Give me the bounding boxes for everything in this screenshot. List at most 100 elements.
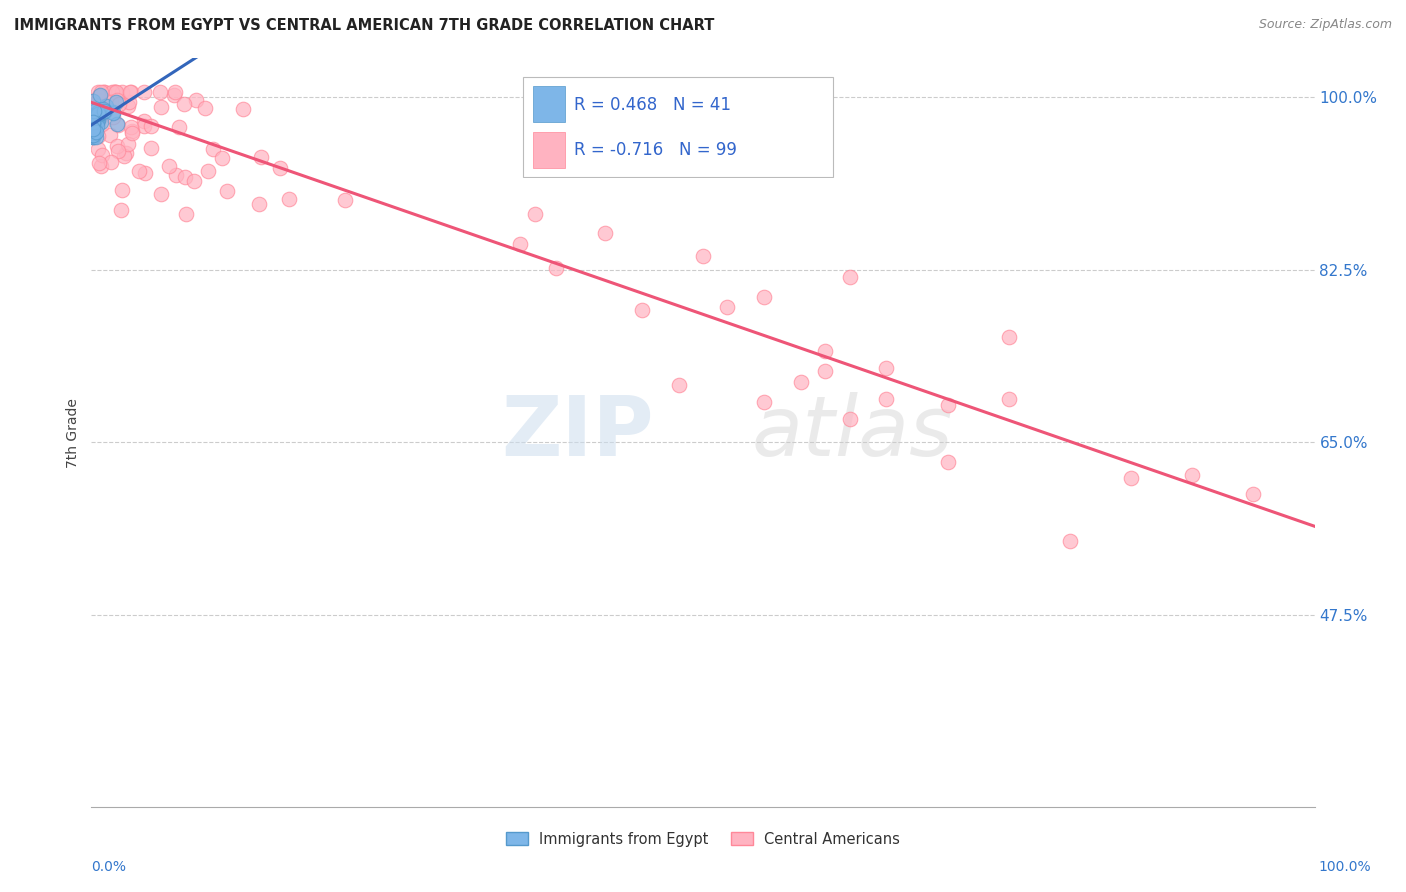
Point <box>86 86 108 100</box>
Point <box>83 122 105 136</box>
Point <box>114 146 136 161</box>
Text: ZIP: ZIP <box>502 392 654 473</box>
Point <box>217 184 239 198</box>
Point <box>278 192 301 206</box>
Point <box>105 86 128 100</box>
Point <box>202 142 225 156</box>
Point <box>86 107 108 121</box>
Point <box>197 164 219 178</box>
Point <box>91 102 114 116</box>
Point <box>593 226 616 240</box>
Point <box>1059 534 1081 549</box>
Point <box>87 104 110 119</box>
Point <box>82 109 104 123</box>
Point <box>692 249 714 263</box>
Text: IMMIGRANTS FROM EGYPT VS CENTRAL AMERICAN 7TH GRADE CORRELATION CHART: IMMIGRANTS FROM EGYPT VS CENTRAL AMERICA… <box>14 18 714 33</box>
Point <box>169 120 191 135</box>
Point <box>875 392 898 407</box>
Point <box>84 112 107 126</box>
Point <box>134 120 156 134</box>
Point <box>838 270 860 285</box>
Point <box>936 455 959 469</box>
Point <box>90 148 112 162</box>
Point <box>93 86 115 100</box>
Point <box>84 125 107 139</box>
Point <box>101 110 124 124</box>
Point <box>82 94 104 108</box>
Point <box>111 183 134 197</box>
Point <box>82 122 104 136</box>
Point <box>87 88 110 103</box>
Text: 0.0%: 0.0% <box>91 860 127 874</box>
Point <box>1121 471 1143 485</box>
Point <box>232 102 254 116</box>
Point <box>103 106 125 120</box>
Point <box>104 86 127 100</box>
Point <box>111 86 134 100</box>
Point <box>82 116 104 130</box>
Point <box>93 103 115 118</box>
Point <box>509 237 531 252</box>
Text: R = -0.716   N = 99: R = -0.716 N = 99 <box>574 141 737 159</box>
Point <box>87 112 110 126</box>
Point <box>875 361 898 376</box>
Text: atlas: atlas <box>752 392 953 473</box>
Point <box>174 169 197 184</box>
Point <box>82 127 104 141</box>
Point <box>183 174 205 188</box>
Point <box>631 303 654 318</box>
Point <box>754 290 776 304</box>
Point <box>83 120 105 134</box>
Point <box>194 101 217 115</box>
Point <box>184 93 207 107</box>
Point <box>112 149 135 163</box>
Text: Source: ZipAtlas.com: Source: ZipAtlas.com <box>1258 18 1392 31</box>
Point <box>83 110 105 124</box>
Point <box>82 112 104 126</box>
Point <box>98 128 121 142</box>
Point <box>149 186 172 201</box>
Point <box>104 86 127 100</box>
Legend: Immigrants from Egypt, Central Americans: Immigrants from Egypt, Central Americans <box>501 826 905 853</box>
Point <box>86 142 108 156</box>
Point <box>86 93 108 107</box>
Point <box>103 86 125 100</box>
Point <box>103 105 125 120</box>
Point <box>165 168 187 182</box>
Point <box>86 103 108 117</box>
Point <box>118 86 141 100</box>
Point <box>120 120 142 135</box>
Point <box>82 128 104 142</box>
Point <box>249 150 271 164</box>
Point <box>87 107 110 121</box>
Point <box>107 96 129 111</box>
Point <box>132 86 155 100</box>
Point <box>87 112 110 127</box>
Point <box>163 86 186 100</box>
Point <box>83 104 105 119</box>
Point <box>82 129 104 144</box>
Point <box>100 155 122 169</box>
Point <box>100 95 122 109</box>
Point <box>716 301 738 315</box>
Point <box>86 114 108 128</box>
Point <box>90 89 112 103</box>
Point <box>211 151 233 165</box>
Point <box>105 95 128 109</box>
Point <box>668 377 690 392</box>
Text: R = 0.468   N = 41: R = 0.468 N = 41 <box>574 95 731 113</box>
Point <box>105 117 128 131</box>
Point <box>86 120 108 134</box>
Point <box>163 88 186 103</box>
Point <box>101 86 124 100</box>
Point <box>82 120 104 134</box>
Point <box>247 196 270 211</box>
FancyBboxPatch shape <box>533 132 565 168</box>
Point <box>174 207 197 221</box>
Point <box>998 392 1021 406</box>
Point <box>83 128 105 142</box>
Text: 100.0%: 100.0% <box>1319 860 1371 874</box>
Point <box>134 166 156 180</box>
Point <box>118 95 141 109</box>
Point <box>86 128 108 143</box>
